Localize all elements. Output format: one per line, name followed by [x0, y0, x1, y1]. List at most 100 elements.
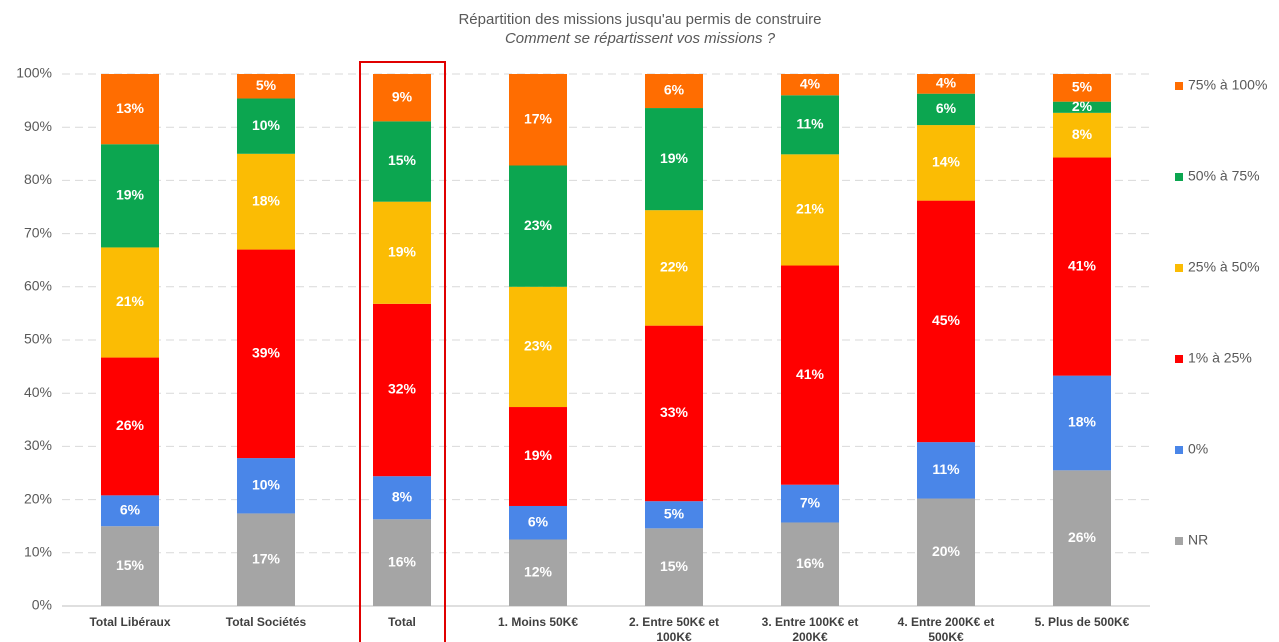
bar-segment	[917, 442, 975, 499]
bar-segment	[237, 513, 295, 606]
bar-segment	[101, 526, 159, 606]
x-tick-label: Total	[388, 615, 416, 629]
legend-swatch	[1175, 264, 1183, 272]
bar-segment	[781, 74, 839, 96]
y-tick-label: 40%	[24, 384, 52, 400]
legend-label: 75% à 100%	[1188, 77, 1267, 93]
data-label: 6%	[664, 82, 685, 98]
legend-swatch	[1175, 173, 1183, 181]
bar-segment	[1053, 157, 1111, 376]
legend-swatch	[1175, 82, 1183, 90]
x-tick-label: Total Libéraux	[89, 615, 170, 629]
bar-segment	[237, 74, 295, 99]
legend-swatch	[1175, 355, 1183, 363]
x-tick-label: Total Sociétés	[226, 615, 307, 629]
bar-segment	[1053, 74, 1111, 102]
bar-segment	[237, 98, 295, 154]
data-label: 4%	[800, 75, 821, 91]
data-label: 6%	[120, 501, 141, 517]
data-label: 19%	[388, 243, 417, 259]
bar-segment	[237, 458, 295, 514]
y-tick-label: 70%	[24, 224, 52, 240]
bar-segment	[509, 286, 567, 408]
data-label: 15%	[388, 152, 417, 168]
data-label: 14%	[932, 154, 961, 170]
bar-segment	[373, 201, 431, 304]
data-label: 8%	[1072, 126, 1093, 142]
bar-segment	[917, 200, 975, 443]
bar-segment	[645, 501, 703, 529]
data-label: 41%	[1068, 257, 1097, 273]
bar-segment	[917, 93, 975, 126]
highlight-box	[359, 61, 446, 642]
data-label: 5%	[664, 505, 685, 521]
data-label: 13%	[116, 100, 145, 116]
y-tick-label: 0%	[32, 597, 52, 613]
y-tick-label: 60%	[24, 278, 52, 294]
bar-segment	[781, 95, 839, 155]
data-label: 21%	[796, 201, 825, 217]
data-label: 10%	[252, 117, 281, 133]
legend-swatch	[1175, 537, 1183, 545]
data-label: 26%	[116, 417, 145, 433]
bar-segment	[237, 249, 295, 459]
data-label: 7%	[800, 494, 821, 510]
data-label: 41%	[796, 366, 825, 382]
bar-segment	[645, 325, 703, 502]
y-tick-label: 100%	[16, 65, 52, 81]
data-label: 10%	[252, 476, 281, 492]
bar-segment	[101, 247, 159, 358]
bar-segment	[781, 154, 839, 266]
x-tick-label: 2. Entre 50K€ et 100K€	[629, 615, 719, 642]
y-tick-label: 50%	[24, 331, 52, 347]
legend-label: 50% à 75%	[1188, 168, 1260, 184]
data-label: 18%	[1068, 414, 1097, 430]
data-label: 5%	[1072, 79, 1093, 95]
bar-segment	[101, 495, 159, 527]
data-label: 39%	[252, 345, 281, 361]
bar-segment	[509, 539, 567, 606]
data-label: 5%	[256, 77, 277, 93]
legend-label: 25% à 50%	[1188, 259, 1260, 275]
bar-segment	[509, 505, 567, 540]
bar-segment	[1053, 470, 1111, 606]
bar-segment	[373, 303, 431, 477]
bar-segment	[781, 484, 839, 523]
data-label: 15%	[116, 557, 145, 573]
legend-label: 1% à 25%	[1188, 350, 1252, 366]
data-label: 19%	[524, 447, 553, 463]
data-label: 20%	[932, 543, 961, 559]
data-label: 6%	[528, 513, 549, 529]
data-label: 19%	[116, 187, 145, 203]
y-tick-label: 80%	[24, 171, 52, 187]
bar-segment	[237, 153, 295, 250]
bar-segment	[645, 74, 703, 109]
x-tick-label: 5. Plus de 500K€	[1035, 615, 1130, 629]
bar-segment	[917, 125, 975, 201]
bar-segment	[1053, 101, 1111, 113]
data-label: 6%	[936, 100, 957, 116]
x-tick-label: 3. Entre 100K€ et 200K€	[762, 615, 859, 642]
legend-label: 0%	[1188, 441, 1208, 457]
bar-segment	[917, 74, 975, 94]
y-tick-label: 10%	[24, 544, 52, 560]
chart-title: Répartition des missions jusqu'au permis…	[458, 11, 821, 28]
data-label: 8%	[392, 488, 413, 504]
data-label: 23%	[524, 338, 553, 354]
data-label: 23%	[524, 217, 553, 233]
bar-segment	[373, 476, 431, 520]
data-label: 45%	[932, 312, 961, 328]
data-label: 22%	[660, 259, 689, 275]
bar-segment	[509, 407, 567, 506]
bar-segment	[1053, 375, 1111, 471]
data-label: 16%	[796, 555, 825, 571]
bar-segment	[101, 357, 159, 496]
bar-segment	[917, 498, 975, 606]
data-label: 15%	[660, 558, 689, 574]
data-label: 33%	[660, 404, 689, 420]
bar-segment	[101, 74, 159, 145]
data-label: 17%	[252, 550, 281, 566]
data-label: 19%	[660, 150, 689, 166]
bar-segment	[101, 144, 159, 248]
bar-segment	[509, 165, 567, 287]
